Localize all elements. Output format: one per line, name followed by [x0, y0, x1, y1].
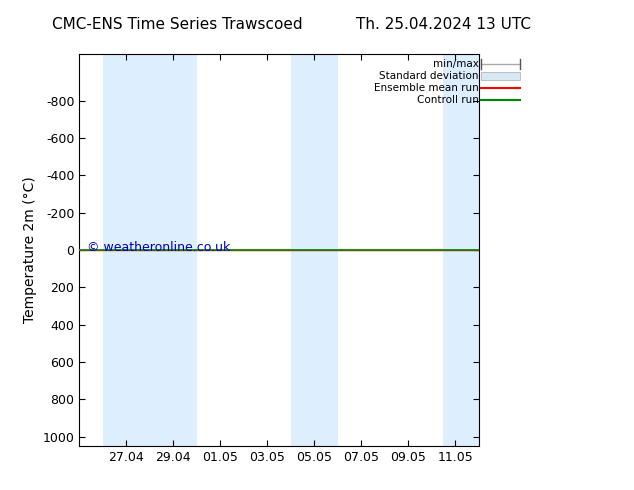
Text: min/max: min/max	[433, 59, 479, 69]
Y-axis label: Temperature 2m (°C): Temperature 2m (°C)	[23, 176, 37, 323]
Text: CMC-ENS Time Series Trawscoed: CMC-ENS Time Series Trawscoed	[52, 17, 303, 32]
Text: Ensemble mean run: Ensemble mean run	[374, 83, 479, 93]
Text: © weatheronline.co.uk: © weatheronline.co.uk	[87, 242, 231, 254]
Bar	[150, 54, 197, 446]
Bar	[443, 54, 479, 446]
Bar	[103, 54, 150, 446]
Bar	[291, 54, 338, 446]
Text: Standard deviation: Standard deviation	[379, 71, 479, 81]
Text: Controll run: Controll run	[417, 96, 479, 105]
Text: Th. 25.04.2024 13 UTC: Th. 25.04.2024 13 UTC	[356, 17, 531, 32]
